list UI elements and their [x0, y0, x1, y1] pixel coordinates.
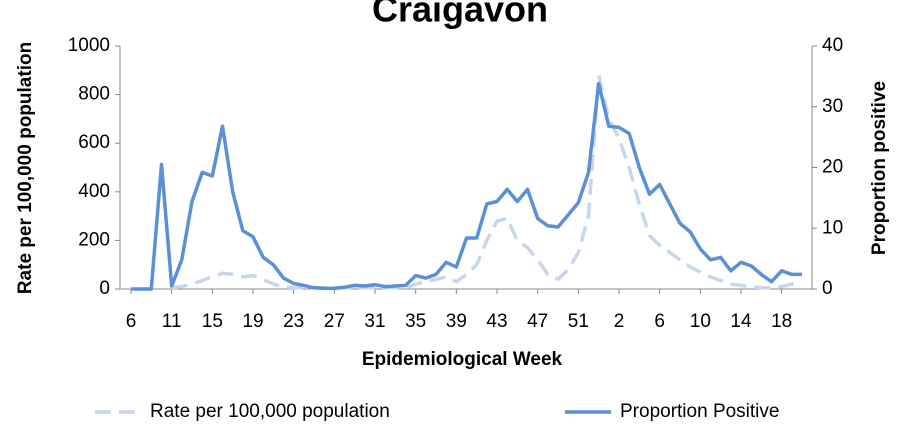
x-tick-label: 35	[405, 311, 426, 332]
series-line	[131, 81, 802, 291]
x-tick-label: 15	[202, 311, 223, 332]
y-tick-label: 800	[78, 84, 110, 105]
x-tick-label: 31	[364, 311, 385, 332]
y-tick-label: 200	[78, 229, 110, 250]
x-tick-label: 51	[568, 311, 589, 332]
y-axis-title: Rate per 100,000 population	[15, 42, 36, 294]
x-tick-label: 14	[730, 311, 752, 332]
x-tick-label: 10	[690, 311, 711, 332]
y-tick-label: 1000	[68, 35, 110, 56]
x-tick-label: 47	[527, 311, 548, 332]
series-line	[171, 73, 802, 290]
legend-label: Rate per 100,000 population	[150, 401, 390, 422]
chart-title: Craigavon	[372, 0, 548, 30]
y-tick-label: 400	[78, 181, 110, 202]
x-axis-title: Epidemiological Week	[362, 349, 563, 370]
y2-tick-label: 40	[822, 35, 843, 56]
x-tick-label: 39	[446, 311, 467, 332]
x-tick-label: 6	[654, 311, 665, 332]
y-tick-label: 600	[78, 132, 110, 153]
y2-tick-label: 20	[822, 157, 843, 178]
x-tick-label: 23	[283, 311, 304, 332]
y2-axis-title: Proportion positive	[869, 81, 890, 255]
y2-tick-label: 30	[822, 96, 843, 117]
x-tick-label: 11	[162, 311, 182, 332]
y-tick-label: 0	[99, 278, 110, 299]
x-tick-label: 43	[486, 311, 507, 332]
x-tick-label: 18	[771, 311, 792, 332]
legend-label: Proportion Positive	[620, 401, 779, 422]
x-tick-label: 2	[614, 311, 625, 332]
x-tick-label: 6	[126, 311, 137, 332]
x-tick-label: 19	[242, 311, 263, 332]
y2-tick-label: 0	[822, 278, 833, 299]
x-tick-label: 27	[324, 311, 345, 332]
y2-tick-label: 10	[822, 217, 843, 238]
